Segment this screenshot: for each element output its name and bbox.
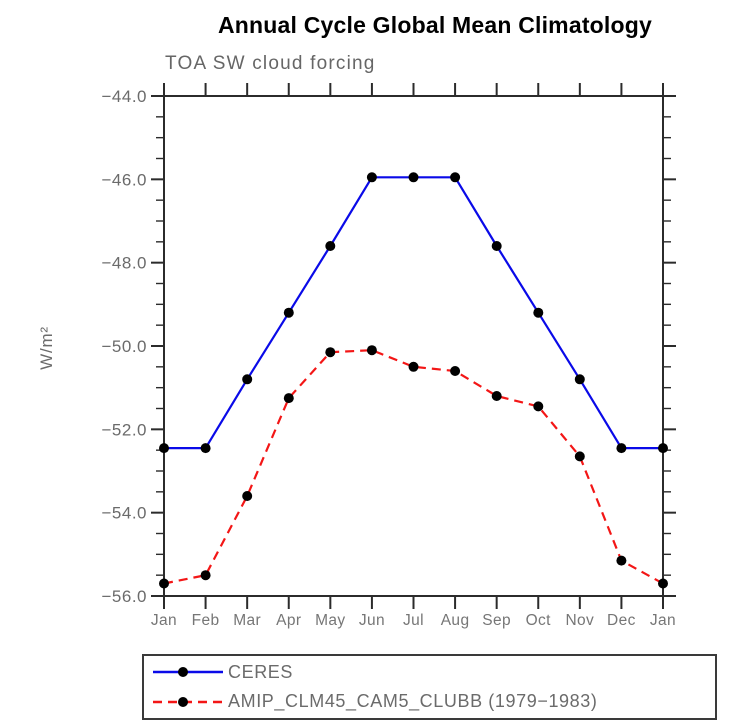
x-axis-tick-label: Jun — [359, 612, 385, 629]
series-line-1 — [163, 349, 664, 585]
chart-subtitle: TOA SW cloud forcing — [165, 53, 376, 74]
y-axis-tick-label: −50.0 — [101, 337, 147, 356]
x-axis-tick-label: Nov — [565, 612, 594, 629]
data-point-marker-1 — [325, 347, 336, 358]
data-point-marker-1 — [200, 570, 211, 581]
chart-title: Annual Cycle Global Mean Climatology — [217, 12, 653, 38]
data-point-marker-0 — [200, 443, 211, 454]
x-axis-tick-label: Feb — [192, 612, 220, 629]
data-point-marker-1 — [408, 361, 419, 372]
y-axis-title: W/m² — [37, 326, 56, 370]
data-point-marker-0 — [533, 307, 544, 318]
y-axis-tick-label: −46.0 — [101, 170, 147, 189]
x-axis-tick-label: May — [315, 612, 345, 629]
data-point-marker-1 — [533, 401, 544, 412]
data-point-marker-0 — [366, 172, 377, 183]
data-point-marker-0 — [283, 307, 294, 318]
series-line-0 — [164, 176, 663, 450]
legend-dashed-line-sample-icon — [153, 696, 223, 707]
x-axis-tick-label: Jul — [403, 612, 424, 629]
data-point-marker-1 — [491, 391, 502, 401]
data-point-marker-1 — [574, 451, 585, 462]
x-axis-tick-label: Jan — [151, 612, 177, 629]
data-point-marker-1 — [450, 366, 461, 376]
data-point-marker-0 — [325, 241, 336, 251]
x-axis-tick-label: Sep — [482, 612, 511, 629]
legend-box: CERES AMIP_CLM45_CAM5_CLUBB (1979−1983) — [142, 654, 717, 720]
x-axis-tick-label: Oct — [526, 612, 552, 629]
data-point-marker-0 — [159, 443, 169, 454]
data-point-marker-0 — [242, 374, 253, 385]
data-point-marker-1 — [658, 578, 668, 589]
data-point-marker-1 — [616, 555, 627, 566]
legend-row-amip: AMIP_CLM45_CAM5_CLUBB (1979−1983) — [144, 689, 715, 715]
plot-frame — [163, 95, 664, 597]
x-axis-tick-label: Jan — [650, 612, 676, 629]
x-axis-tick-label: Aug — [441, 612, 470, 629]
y-axis-tick-label: −52.0 — [101, 420, 147, 439]
legend-label-ceres: CERES — [228, 661, 294, 682]
data-point-marker-0 — [658, 443, 668, 454]
data-point-marker-1 — [283, 393, 294, 404]
y-axis-tick-label: −44.0 — [101, 87, 147, 106]
x-axis-tick-label: Mar — [233, 612, 261, 629]
data-point-marker-1 — [159, 578, 169, 589]
data-point-marker-0 — [408, 172, 419, 183]
x-axis-tick-label: Apr — [276, 612, 301, 629]
data-point-marker-0 — [574, 374, 585, 385]
x-axis-tick-label: Dec — [607, 612, 636, 629]
data-point-marker-0 — [491, 241, 502, 251]
data-point-marker-1 — [242, 491, 253, 501]
data-point-marker-0 — [450, 172, 461, 183]
legend-label-amip: AMIP_CLM45_CAM5_CLUBB (1979−1983) — [228, 691, 598, 712]
data-point-marker-1 — [366, 345, 377, 356]
y-axis-tick-label: −56.0 — [101, 587, 147, 606]
y-axis-tick-label: −48.0 — [101, 254, 147, 273]
legend-line-sample-icon — [153, 667, 223, 678]
data-point-marker-0 — [616, 443, 627, 454]
y-axis-tick-label: −54.0 — [101, 504, 147, 523]
legend-row-ceres: CERES — [144, 659, 715, 685]
